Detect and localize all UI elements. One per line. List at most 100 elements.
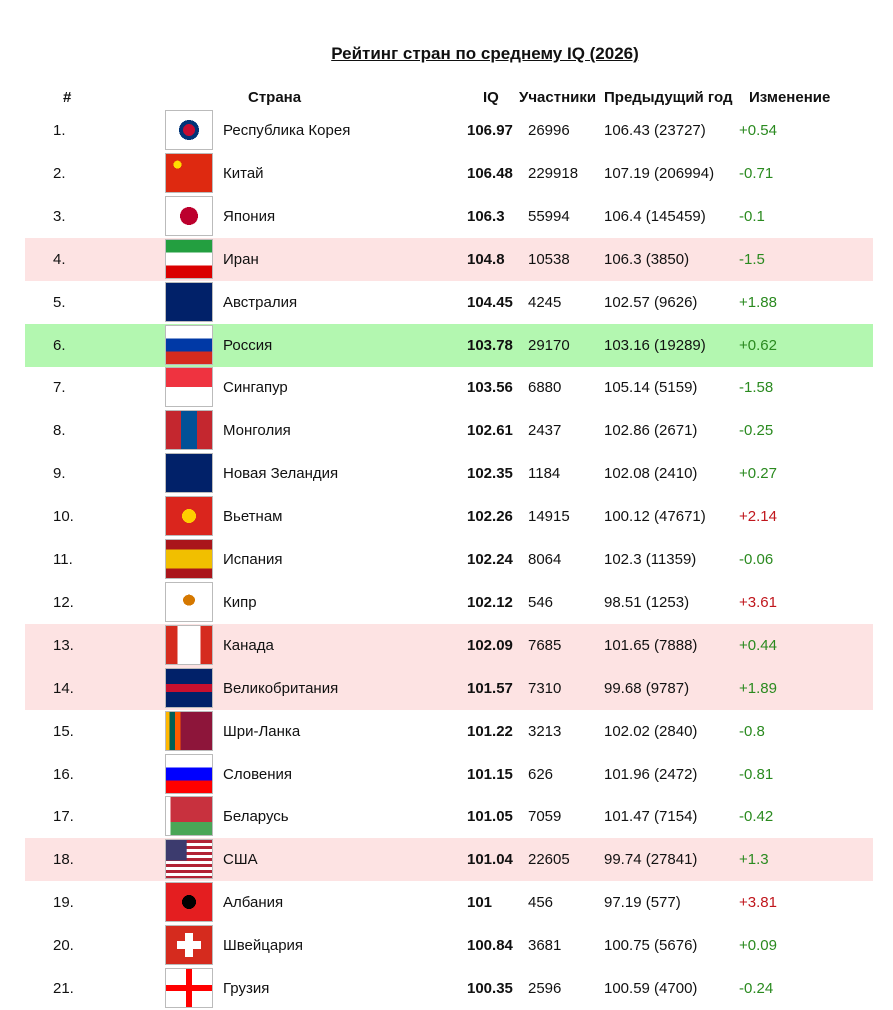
iq-value: 101.15 xyxy=(467,765,513,783)
country-name: Иран xyxy=(223,250,259,268)
table-row: 12. Кипр 102.12 546 98.51 (1253) +3.61 xyxy=(25,581,873,624)
previous-year-value: 100.75 (5676) xyxy=(604,937,698,955)
change-value: +0.62 xyxy=(739,336,777,354)
table-row: 17. Беларусь 101.05 7059 101.47 (7154) -… xyxy=(25,795,873,838)
participants-value: 2596 xyxy=(528,980,562,997)
flag-cy-icon xyxy=(165,581,213,622)
rank: 18. xyxy=(53,851,74,869)
participants-value: 6880 xyxy=(528,379,562,397)
country-name: Канада xyxy=(223,636,274,654)
change-value: +0.09 xyxy=(739,937,777,955)
change-value: +3.81 xyxy=(739,894,777,912)
change-value: -1.58 xyxy=(739,379,774,397)
country-name: Словения xyxy=(223,765,293,783)
rank: 11. xyxy=(53,551,73,568)
table-row: 6. Россия 103.78 29170 103.16 (19289) +0… xyxy=(25,323,873,367)
participants-value: 3213 xyxy=(528,722,562,740)
rank: 16. xyxy=(53,765,74,783)
country-name: США xyxy=(223,851,258,869)
country-name: Новая Зеландия xyxy=(223,465,339,483)
flag-gb-icon xyxy=(165,667,213,708)
change-value: -0.81 xyxy=(739,765,774,783)
iq-value: 100.84 xyxy=(467,937,513,955)
change-value: +0.54 xyxy=(739,122,777,139)
previous-year-value: 102.08 (2410) xyxy=(604,465,698,483)
change-value: +0.44 xyxy=(739,636,777,654)
country-name: Албания xyxy=(223,894,284,912)
table-row: 8. Монголия 102.61 2437 102.86 (2671) -0… xyxy=(25,409,873,452)
country-name: Швейцария xyxy=(223,937,304,955)
country-name: Испания xyxy=(223,551,283,568)
table-row: 5. Австралия 104.45 4245 102.57 (9626) +… xyxy=(25,281,873,324)
table-row: 4. Иран 104.8 10538 106.3 (3850) -1.5 xyxy=(25,237,873,281)
flag-ch-icon xyxy=(165,925,213,966)
flag-ir-icon xyxy=(165,238,213,279)
country-name: Беларусь xyxy=(223,808,289,826)
country-name: Грузия xyxy=(223,980,270,997)
flag-jp-icon xyxy=(165,195,213,236)
country-name: Великобритания xyxy=(223,679,339,697)
participants-value: 546 xyxy=(528,593,554,611)
table-row: 9. Новая Зеландия 102.35 1184 102.08 (24… xyxy=(25,452,873,495)
flag-vn-icon xyxy=(165,496,213,537)
flag-us-icon xyxy=(165,839,213,880)
header-rank: # xyxy=(63,89,72,106)
iq-value: 101 xyxy=(467,894,493,912)
change-value: +0.27 xyxy=(739,465,777,483)
header-iq: IQ xyxy=(483,89,499,106)
change-value: -0.8 xyxy=(739,722,765,740)
change-value: -0.71 xyxy=(739,164,774,182)
iq-value: 101.57 xyxy=(467,679,513,697)
participants-value: 14915 xyxy=(528,508,570,526)
rank: 1. xyxy=(53,122,66,139)
change-value: +3.61 xyxy=(739,593,777,611)
header-previous-year: Предыдущий год xyxy=(604,89,733,106)
previous-year-value: 102.57 (9626) xyxy=(604,293,698,311)
previous-year-value: 103.16 (19289) xyxy=(604,336,706,354)
country-name: Республика Корея xyxy=(223,122,351,139)
iq-value: 102.26 xyxy=(467,508,513,526)
table-row: 3. Япония 106.3 55994 106.4 (145459) -0.… xyxy=(25,195,873,238)
table-row: 2. Китай 106.48 229918 107.19 (206994) -… xyxy=(25,152,873,195)
rank: 4. xyxy=(53,250,66,268)
previous-year-value: 98.51 (1253) xyxy=(604,593,690,611)
rank: 8. xyxy=(53,422,66,440)
table-row: 11. Испания 102.24 8064 102.3 (11359) -0… xyxy=(25,538,873,581)
rank: 12. xyxy=(53,593,74,611)
iq-value: 106.3 xyxy=(467,207,505,225)
rank: 2. xyxy=(53,164,66,182)
flag-ca-icon xyxy=(165,624,213,665)
page-title: Рейтинг стран по среднему IQ (2026) xyxy=(331,44,639,63)
change-value: +1.88 xyxy=(739,293,777,311)
iq-value: 101.22 xyxy=(467,722,513,740)
country-name: Монголия xyxy=(223,422,291,440)
rank: 7. xyxy=(53,379,66,397)
iq-value: 100.35 xyxy=(467,980,513,997)
flag-ge-icon xyxy=(165,968,213,1008)
country-name: Шри-Ланка xyxy=(223,722,301,740)
rank: 6. xyxy=(53,336,66,354)
iq-value: 103.56 xyxy=(467,379,513,397)
participants-value: 7685 xyxy=(528,636,562,654)
table-row: 14. Великобритания 101.57 7310 99.68 (97… xyxy=(25,666,873,710)
rank: 3. xyxy=(53,207,66,225)
flag-si-icon xyxy=(165,753,213,794)
change-value: +1.89 xyxy=(739,679,777,697)
previous-year-value: 107.19 (206994) xyxy=(604,164,715,182)
previous-year-value: 101.65 (7888) xyxy=(604,636,698,654)
rank: 5. xyxy=(53,293,66,311)
previous-year-value: 100.12 (47671) xyxy=(604,508,706,526)
country-name: Кипр xyxy=(223,593,257,611)
table-row: 10. Вьетнам 102.26 14915 100.12 (47671) … xyxy=(25,495,873,538)
iq-value: 102.61 xyxy=(467,422,513,440)
change-value: +1.3 xyxy=(739,851,769,869)
flag-al-icon xyxy=(165,882,213,923)
table-row: 21. Грузия 100.35 2596 100.59 (4700) -0.… xyxy=(25,967,873,1010)
rank: 10. xyxy=(53,508,74,526)
previous-year-value: 101.96 (2472) xyxy=(604,765,698,783)
previous-year-value: 99.68 (9787) xyxy=(604,679,690,697)
previous-year-value: 102.86 (2671) xyxy=(604,422,698,440)
iq-value: 102.35 xyxy=(467,465,513,483)
previous-year-value: 102.3 (11359) xyxy=(604,551,697,568)
change-value: +2.14 xyxy=(739,508,777,526)
